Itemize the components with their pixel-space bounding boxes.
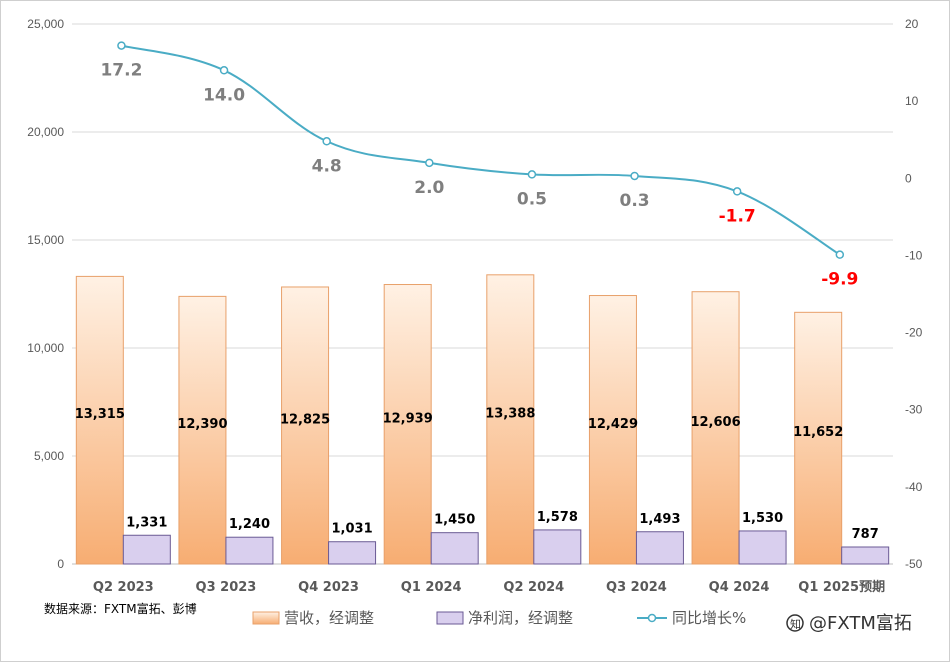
net-profit-bar-label: 1,031 [332, 522, 373, 537]
legend-growth-marker [647, 613, 657, 623]
category-label: Q4 2023 [298, 580, 359, 595]
revenue-bar-label: 12,939 [383, 411, 433, 426]
growth-point [630, 171, 639, 181]
revenue-bar-label: 12,606 [690, 415, 740, 430]
zhihu-icon: 知 [786, 614, 804, 632]
legend-revenue-label: 营收，经调整 [284, 609, 374, 627]
net-profit-bar-label: 1,530 [742, 511, 783, 526]
legend-revenue-swatch [252, 611, 280, 625]
category-label: Q3 2023 [196, 580, 257, 595]
category-label: Q1 2025预期 [798, 580, 885, 595]
right-tick-label: -20 [905, 326, 923, 340]
left-tick-label: 15,000 [27, 233, 64, 247]
category-label: Q1 2024 [401, 580, 462, 595]
net-profit-bar [328, 541, 377, 565]
growth-point [835, 250, 845, 259]
growth-point-label: 0.5 [517, 189, 547, 209]
net-profit-bar [841, 546, 890, 565]
right-tick-label: 20 [905, 17, 919, 31]
right-tick-label: -30 [905, 403, 923, 417]
revenue-bar-label: 12,825 [280, 412, 330, 427]
revenue-bar-label: 13,315 [75, 407, 125, 422]
growth-point-label: 14.0 [203, 85, 245, 105]
revenue-bar [486, 274, 535, 565]
revenue-bar-label: 13,388 [485, 406, 535, 421]
revenue-bar [75, 275, 124, 565]
net-profit-bar [225, 536, 274, 565]
left-tick-label: 0 [57, 557, 64, 571]
category-axis: Q2 2023 Q3 2023 Q4 2023 Q1 2024 Q2 2024 Q3 20… [93, 580, 885, 595]
revenue-bar [588, 295, 637, 565]
growth-point [527, 170, 537, 179]
growth-point [117, 41, 126, 50]
right-tick-label: -10 [905, 248, 923, 262]
legend-growth-label: 同比增长% [672, 609, 746, 627]
revenue-bar [794, 311, 843, 565]
right-tick-label: 10 [905, 94, 919, 108]
revenue-bar-label: 12,390 [177, 417, 227, 432]
revenue-bar-label: 12,429 [588, 417, 638, 432]
growth-point-label: 4.8 [312, 156, 342, 176]
net-profit-bar-label: 1,450 [434, 513, 475, 528]
svg-text:知: 知 [790, 617, 801, 631]
growth-line [121, 44, 841, 256]
net-profit-bar [738, 530, 787, 565]
left-axis: 0 5,000 10,000 15,000 20,000 25,000 [27, 17, 64, 571]
category-label: Q3 2024 [606, 580, 667, 595]
net-profit-bar [533, 529, 582, 565]
growth-point-label: 0.3 [619, 191, 649, 211]
legend: 营收，经调整 净利润，经调整 同比增长% [252, 609, 746, 627]
net-profit-bar [122, 534, 171, 565]
net-profit-bar-label: 1,331 [126, 515, 167, 530]
growth-point [322, 137, 331, 146]
watermark-text: @FXTM富拓 [809, 613, 912, 634]
growth-point [425, 158, 434, 168]
net-profit-bar-label: 787 [852, 527, 879, 542]
net-profit-bar [635, 531, 684, 565]
net-profit-bar-label: 1,578 [537, 510, 578, 525]
left-tick-label: 20,000 [27, 125, 64, 139]
growth-point-label: 2.0 [414, 178, 444, 198]
category-label: Q4 2024 [709, 580, 770, 595]
right-tick-label: -40 [905, 480, 923, 494]
left-tick-label: 10,000 [27, 341, 64, 355]
growth-point-label: -1.7 [719, 206, 756, 226]
growth-line-series: 17.2 14.0 4.8 2.0 0.5 0.3 -1.7 -9.9 [100, 41, 858, 290]
revenue-bar-label: 11,652 [793, 425, 843, 440]
revenue-bar [178, 295, 227, 565]
right-tick-label: -50 [905, 557, 923, 571]
watermark: 知 @FXTM富拓 [786, 613, 912, 634]
category-label: Q2 2024 [503, 580, 564, 595]
category-label: Q2 2023 [93, 580, 154, 595]
growth-point [732, 187, 742, 196]
net-profit-bar-label: 1,493 [639, 512, 680, 527]
legend-profit-label: 净利润，经调整 [468, 609, 573, 627]
net-profit-bar-label: 1,240 [229, 517, 270, 532]
growth-point-label: 17.2 [100, 61, 142, 81]
right-tick-label: 0 [905, 171, 912, 185]
revenue-bar [281, 286, 330, 565]
revenue-bar [691, 291, 740, 565]
right-axis: -50 -40 -30 -20 -10 0 10 20 [905, 17, 923, 571]
source-note: 数据来源：FXTM富拓、彭博 [44, 601, 197, 616]
net-profit-bar [430, 532, 479, 565]
left-tick-label: 5,000 [34, 449, 64, 463]
growth-point [219, 66, 229, 75]
legend-profit-swatch [436, 611, 464, 625]
revenue-bar [383, 284, 432, 565]
bar-series: 13,315 1,331 12,390 1,240 12,825 1,031 12,939 1… [75, 274, 890, 565]
left-tick-label: 25,000 [27, 17, 64, 31]
growth-point-label: -9.9 [821, 270, 858, 290]
